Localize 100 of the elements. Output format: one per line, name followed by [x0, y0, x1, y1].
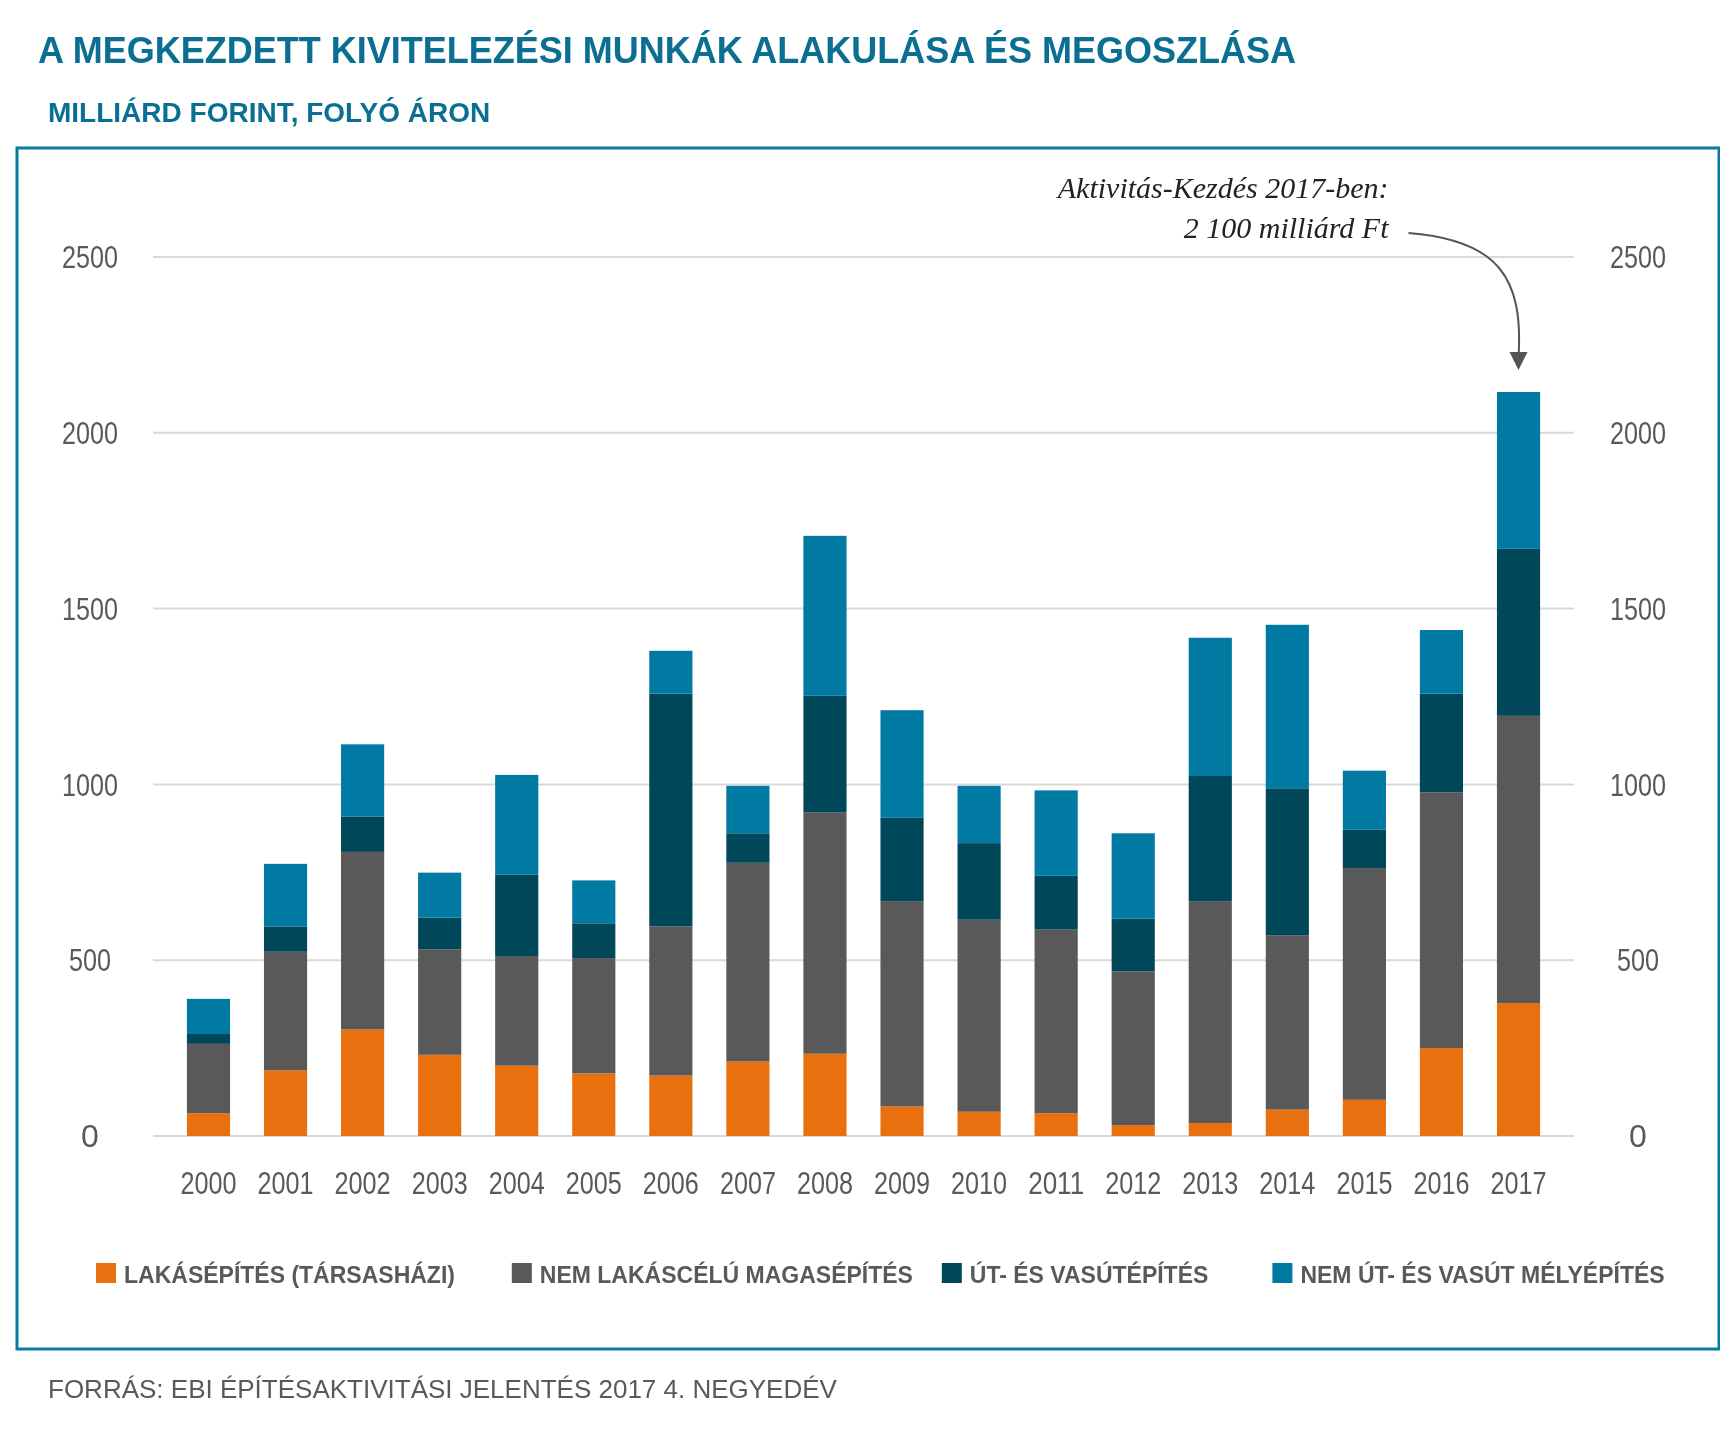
- bar: [1342, 1099, 1386, 1136]
- bar: [1265, 624, 1309, 789]
- bar: [186, 1043, 231, 1114]
- bar: [495, 774, 539, 875]
- bar: [418, 872, 462, 918]
- bar: [263, 863, 308, 927]
- bar: [1034, 875, 1078, 930]
- y-tick-label: 0: [81, 1118, 99, 1155]
- bar: [880, 1106, 924, 1136]
- bar: [726, 862, 770, 1062]
- bar: [803, 812, 847, 1054]
- bar: [1111, 1125, 1155, 1136]
- bar: [186, 998, 231, 1035]
- bar: [1188, 775, 1232, 902]
- bar: [1188, 1122, 1232, 1136]
- x-tick-label: 2001: [257, 1165, 329, 1201]
- bar: [263, 1070, 308, 1136]
- bar: [880, 901, 924, 1107]
- bar: [803, 695, 847, 813]
- y-tick-label: 1000: [62, 766, 134, 803]
- bar: [1496, 715, 1541, 1004]
- bar: [649, 693, 693, 927]
- bar: [1034, 790, 1078, 876]
- bar: [957, 843, 1001, 920]
- bar: [957, 1111, 1001, 1136]
- bar: [418, 917, 462, 950]
- y2-tick-label: 1500: [1610, 590, 1682, 627]
- bar: [1342, 770, 1386, 830]
- bar: [880, 817, 924, 902]
- bar: [572, 958, 616, 1074]
- chart-title: A MEGKEZDETT KIVITELEZÉSI MUNKÁK ALAKULÁSA ÉS MEGOSZLÁSA: [38, 30, 1297, 71]
- bar: [1265, 1109, 1309, 1136]
- bar: [341, 1029, 385, 1137]
- x-tick-label: 2003: [411, 1165, 483, 1201]
- bar: [726, 1061, 770, 1136]
- bar: [495, 874, 539, 956]
- bar: [1342, 829, 1386, 869]
- bar: [1034, 929, 1078, 1114]
- bar: [1265, 935, 1309, 1110]
- bar: [803, 535, 847, 696]
- x-tick-label: 2013: [1182, 1165, 1254, 1201]
- x-tick-label: 2015: [1336, 1165, 1408, 1201]
- bar: [726, 785, 770, 834]
- bar: [495, 955, 539, 1066]
- y2-tick-label: 2000: [1610, 415, 1682, 451]
- bar: [1188, 901, 1232, 1123]
- bar: [1188, 637, 1232, 776]
- bar: [1496, 392, 1541, 549]
- text: FORRÁS: EBI ÉPÍTÉSAKTIVITÁSI JELENTÉS 2017 4. NEGYEDÉV: [48, 1374, 838, 1404]
- bar: [1111, 971, 1155, 1126]
- bar: [803, 1053, 847, 1136]
- x-tick-label: 2002: [334, 1165, 406, 1201]
- bar: [1034, 1113, 1078, 1136]
- bar: [649, 926, 693, 1076]
- y2-tick-label: 1000: [1610, 766, 1682, 803]
- y-tick-label: 2000: [62, 415, 134, 451]
- bar: [341, 816, 385, 852]
- bar: [418, 1054, 462, 1136]
- bar: [957, 919, 1001, 1112]
- x-tick-label: 2007: [719, 1165, 792, 1201]
- y-tick-label: 2500: [62, 239, 134, 276]
- legend-label: NEM ÚT- ÉS VASÚT MÉLYÉPÍTÉS: [1300, 1261, 1665, 1288]
- text: Aktivitás-Kezdés 2017-ben: 2 100 milliárd Ft: [1055, 171, 1390, 244]
- bar: [957, 785, 1001, 844]
- bar: [1419, 792, 1464, 1049]
- bar: [572, 1073, 616, 1136]
- x-tick-label: 2017: [1490, 1165, 1562, 1201]
- bar: [495, 1065, 539, 1136]
- bar: [649, 1075, 693, 1136]
- bar: [1111, 833, 1155, 919]
- x-tick-label: 2000: [180, 1165, 252, 1201]
- bar: [186, 1034, 231, 1044]
- chart-subtitle: MILLIÁRD FORINT, FOLYÓ ÁRON: [48, 97, 491, 128]
- legend-label: NEM LAKÁSCÉLÚ MAGASÉPÍTÉS: [539, 1261, 913, 1288]
- x-tick-label: 2005: [565, 1165, 637, 1201]
- bar: [1419, 1048, 1464, 1136]
- bar: [1419, 630, 1464, 694]
- bar: [341, 851, 385, 1030]
- bar: [880, 710, 924, 818]
- bar: [186, 1113, 231, 1136]
- x-tick-label: 2016: [1413, 1165, 1485, 1201]
- y2-tick-label: 2500: [1610, 239, 1682, 276]
- bar: [649, 650, 693, 694]
- x-tick-label: 2010: [951, 1165, 1023, 1201]
- legend-label: ÚT- ÉS VASÚTÉPÍTÉS: [969, 1261, 1209, 1288]
- bar: [1265, 788, 1309, 936]
- bar: [1419, 693, 1464, 793]
- y-tick-label: 1500: [62, 590, 134, 627]
- x-tick-label: 2004: [488, 1165, 560, 1201]
- x-tick-label: 2009: [874, 1165, 946, 1201]
- legend-label: LAKÁSÉPÍTÉS (TÁRSASHÁZI): [124, 1261, 455, 1288]
- x-tick-label: 2011: [1028, 1165, 1097, 1201]
- y-tick-label: 500: [69, 942, 123, 979]
- bar: [1496, 1003, 1541, 1136]
- bar: [726, 833, 770, 863]
- bar: [341, 744, 385, 817]
- x-tick-label: 2006: [642, 1165, 715, 1201]
- y2-tick-label: 500: [1617, 942, 1671, 979]
- bar: [263, 951, 308, 1071]
- y2-tick-label: 0: [1629, 1118, 1647, 1155]
